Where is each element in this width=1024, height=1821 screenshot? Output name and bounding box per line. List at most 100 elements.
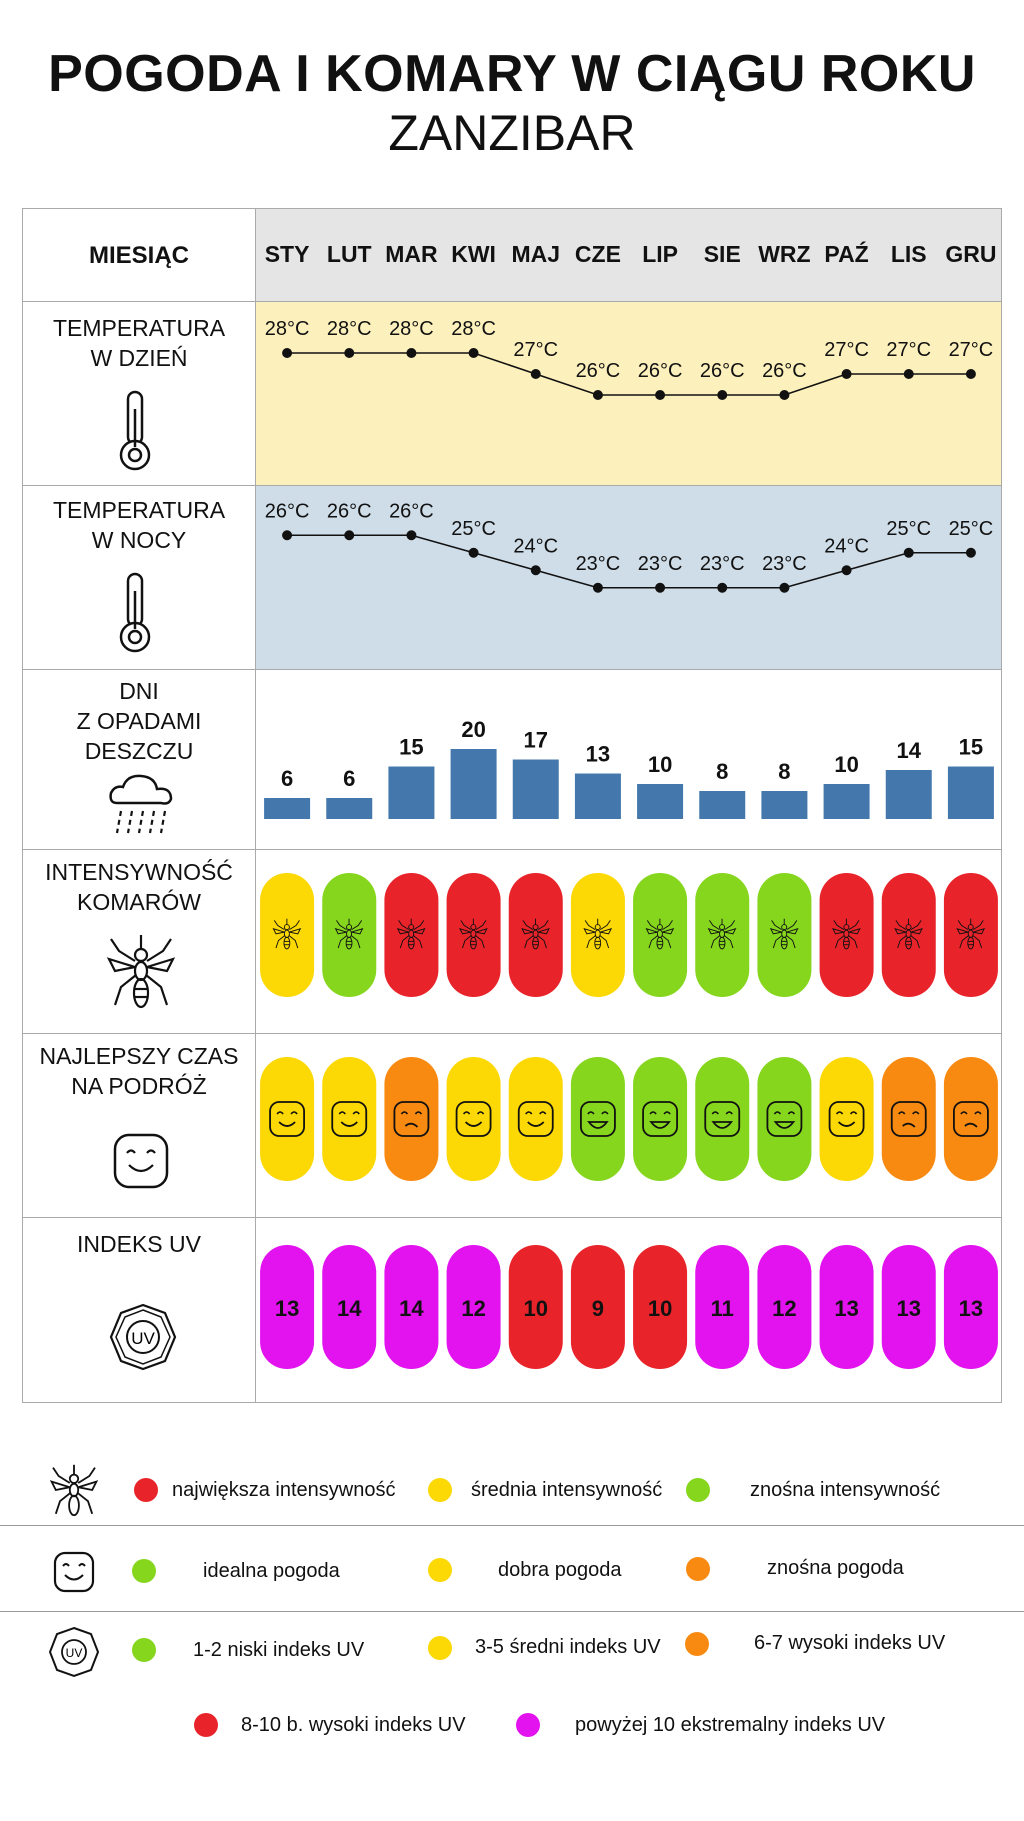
month-label: CZE <box>574 241 621 267</box>
mosquito-icon <box>396 918 426 950</box>
mosquito-pill <box>260 873 315 997</box>
night-temp-label: 23°C <box>700 553 745 575</box>
night-temp-label: 26°C <box>265 500 310 522</box>
legend-dot <box>516 1713 540 1737</box>
mosquito-icon <box>956 918 986 950</box>
rain-bar <box>264 798 311 819</box>
rain-value: 13 <box>586 742 610 767</box>
legend-dot <box>134 1478 158 1502</box>
month-label: GRU <box>945 241 997 267</box>
smiley-icon <box>828 1101 865 1137</box>
rain-value: 6 <box>343 766 355 791</box>
rain-bar <box>823 784 870 819</box>
night-temp-point <box>717 582 728 593</box>
page-subtitle: ZANZIBAR <box>388 105 636 161</box>
night-temp-band <box>256 486 1001 669</box>
day-temp-point <box>965 369 976 379</box>
best-time-pill <box>943 1057 998 1181</box>
day-temp-point <box>592 390 603 400</box>
uv-pill <box>757 1245 812 1369</box>
legend-dot <box>428 1478 452 1502</box>
legend-label: dobra pogoda <box>498 1559 622 1581</box>
month-label: LUT <box>326 241 372 267</box>
rain-value: 17 <box>524 728 548 753</box>
uv-value: 11 <box>711 1296 734 1321</box>
day-temp-point <box>530 369 541 379</box>
uv-pill <box>633 1245 688 1369</box>
month-label: MAR <box>385 241 438 267</box>
mosquito-pill <box>695 873 750 997</box>
month-label: SIE <box>703 241 741 267</box>
month-label: KWI <box>451 241 496 267</box>
rain-bar <box>885 770 932 819</box>
day-temp-point <box>779 390 790 400</box>
smiley-icon <box>269 1101 305 1137</box>
uv-value: 12 <box>772 1296 796 1321</box>
rain-cloud-icon <box>109 774 173 834</box>
mosquito-icon <box>894 918 923 950</box>
day-temp-line <box>287 352 971 396</box>
rain-bar <box>761 791 808 819</box>
smiley-icon <box>642 1101 678 1137</box>
smiley-icon <box>766 1101 803 1137</box>
thermometer-icon <box>119 572 151 653</box>
rain-value: 20 <box>461 717 485 742</box>
night-temp-label: 23°C <box>762 553 807 575</box>
legend-label: największa intensywność <box>172 1479 396 1501</box>
uv-pill <box>322 1245 377 1369</box>
uv-pill <box>695 1245 750 1369</box>
night-temp-label: 26°C <box>389 500 434 522</box>
mosquito-icon <box>521 918 550 950</box>
mosquito-icon <box>707 918 737 950</box>
rain-bar <box>637 784 684 819</box>
rain-value: 14 <box>897 738 922 763</box>
day-temp-point <box>841 369 852 379</box>
mosquito-icon <box>49 1464 99 1517</box>
uv-value: 12 <box>461 1296 485 1321</box>
rain-value: 6 <box>281 766 293 791</box>
uv-pill <box>260 1245 315 1369</box>
day-temp-point <box>406 348 417 358</box>
month-label: PAŹ <box>824 241 869 267</box>
uv-badge-icon: UV <box>109 1303 177 1371</box>
mosquito-pill <box>881 873 936 997</box>
best-time-pill <box>260 1057 315 1181</box>
legend-dot <box>132 1559 156 1583</box>
mosquito-pill <box>446 873 501 997</box>
day-temp-label: 28°C <box>265 318 310 340</box>
legend-label: znośna intensywność <box>750 1479 941 1501</box>
legend-label: średnia intensywność <box>471 1479 663 1501</box>
mosquito-pill <box>819 873 874 997</box>
day-temp-label: 27°C <box>886 339 931 361</box>
mosquito-icon <box>645 918 675 950</box>
uv-value: 14 <box>337 1296 362 1321</box>
mosquito-pill <box>508 873 563 997</box>
chart-canvas: 28°C 28°C 28°C 28°C 27°C 26°C 26°C 26°C 26°C 27°C… <box>260 318 998 1369</box>
row-label-mosquito: INTENSYWNOŚĆ KOMARÓW <box>45 859 233 915</box>
day-temp-point <box>282 348 293 358</box>
legend-dot <box>194 1713 218 1737</box>
mosquito-pill <box>384 873 439 997</box>
day-temp-label: 26°C <box>762 360 807 382</box>
uv-value: 13 <box>834 1296 858 1321</box>
legend-dot <box>686 1557 710 1581</box>
day-temp-label: 27°C <box>824 339 869 361</box>
best-time-pill <box>695 1057 750 1181</box>
smiley-icon <box>953 1101 989 1137</box>
smiley-icon <box>53 1551 95 1593</box>
day-temp-label: 27°C <box>513 339 558 361</box>
mosquito-icon <box>769 918 799 950</box>
best-time-pill <box>322 1057 377 1181</box>
night-temp-label: 26°C <box>327 500 372 522</box>
rain-bar <box>388 766 435 819</box>
best-time-pill <box>881 1057 936 1181</box>
mosquito-icon <box>459 918 488 950</box>
legend-label: znośna pogoda <box>767 1557 904 1579</box>
night-temp-label: 25°C <box>886 518 931 540</box>
night-temp-point <box>841 565 852 576</box>
uv-value: 10 <box>648 1296 672 1321</box>
smiley-icon <box>331 1101 368 1137</box>
mosquito-icon <box>583 918 613 950</box>
rain-bar <box>574 773 621 819</box>
uv-pill <box>943 1245 998 1369</box>
